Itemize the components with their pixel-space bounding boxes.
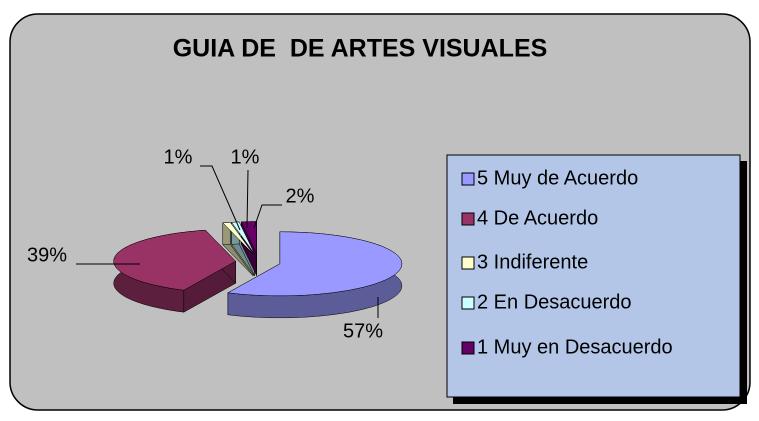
data-label: 2% <box>286 185 315 207</box>
pie-slice <box>227 231 403 297</box>
chart-title: GUIA DE DE ARTES VISUALES <box>173 35 548 63</box>
legend <box>446 154 741 398</box>
data-label: 57% <box>343 320 383 342</box>
data-label: 1% <box>231 146 260 168</box>
leader-line <box>246 169 249 229</box>
leader-line <box>253 204 282 229</box>
leader-line <box>200 165 241 231</box>
legend-swatch <box>461 296 475 310</box>
pie-slice <box>113 229 237 291</box>
legend-swatch <box>461 256 475 270</box>
legend-label: 2 En Desacuerdo <box>477 291 632 313</box>
legend-swatch <box>461 212 475 226</box>
data-label: 39% <box>27 244 67 266</box>
legend-label: 1 Muy en Desacuerdo <box>477 336 673 358</box>
legend-swatch <box>461 172 475 186</box>
pie-slice <box>222 222 254 254</box>
legend-label: 4 De Acuerdo <box>477 207 598 229</box>
legend-swatch <box>461 341 475 355</box>
data-label: 1% <box>164 146 193 168</box>
legend-label: 3 Indiferente <box>477 251 588 273</box>
pie-slice <box>231 221 255 254</box>
legend-label: 5 Muy de Acuerdo <box>477 167 638 189</box>
